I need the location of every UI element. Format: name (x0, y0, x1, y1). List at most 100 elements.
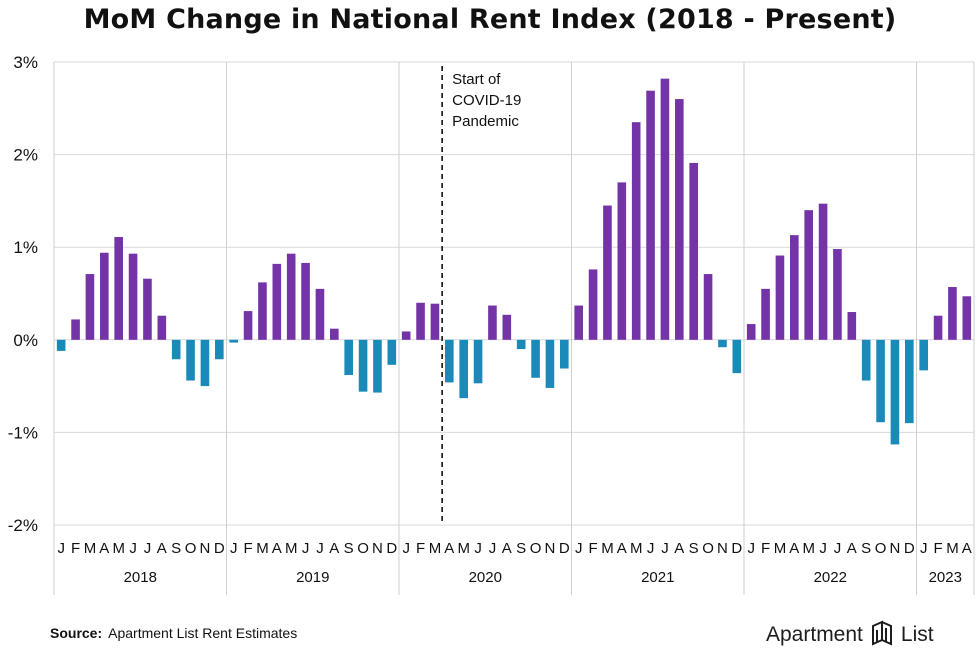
y-tick-label: -2% (8, 516, 38, 535)
bar (229, 339, 238, 343)
month-tick-label: F (588, 540, 597, 557)
bar (718, 339, 727, 348)
bar (315, 288, 325, 340)
month-tick-label: A (157, 540, 167, 557)
bar (847, 312, 857, 340)
month-tick-label: M (429, 540, 442, 557)
month-tick-label: F (71, 540, 80, 557)
source-note: Source: Apartment List Rent Estimates (50, 625, 297, 641)
bar (646, 90, 655, 340)
bar (401, 331, 411, 340)
month-tick-label: J (402, 540, 410, 557)
bar (373, 339, 382, 393)
month-tick-label: J (489, 540, 497, 557)
bar (804, 210, 813, 340)
month-tick-label: S (344, 540, 354, 557)
y-tick-label: 2% (13, 146, 38, 165)
month-tick-label: A (962, 540, 972, 557)
bar (301, 262, 310, 340)
month-tick-label: O (357, 540, 369, 557)
bar (387, 339, 397, 365)
month-tick-label: O (530, 540, 542, 557)
month-tick-label: J (575, 540, 583, 557)
covid-annotation-text: Start of (452, 71, 501, 88)
source-text: Apartment List Rent Estimates (108, 625, 298, 641)
bar (215, 339, 224, 360)
covid-annotation-text: Pandemic (452, 113, 519, 130)
month-tick-label: M (601, 540, 614, 557)
bar (243, 311, 253, 340)
bar (560, 339, 569, 369)
month-tick-label: O (702, 540, 714, 557)
month-tick-label: J (661, 540, 669, 557)
bar (775, 255, 785, 340)
month-tick-label: O (875, 540, 887, 557)
month-tick-label: A (674, 540, 684, 557)
source-label: Source: (50, 625, 103, 641)
logo-text-left: Apartment (766, 623, 863, 646)
month-tick-label: N (717, 540, 728, 557)
month-tick-label: A (272, 540, 282, 557)
month-tick-label: N (372, 540, 383, 557)
month-tick-label: D (386, 540, 397, 557)
month-tick-label: J (316, 540, 324, 557)
bar (114, 237, 123, 340)
month-tick-label: J (920, 540, 928, 557)
month-tick-label: F (243, 540, 252, 557)
bar (516, 339, 526, 350)
month-tick-label: J (144, 540, 152, 557)
month-tick-label: S (861, 540, 871, 557)
month-tick-label: M (285, 540, 298, 557)
bar (459, 339, 468, 399)
year-label: 2019 (296, 569, 329, 586)
y-tick-label: 3% (13, 53, 38, 72)
month-tick-label: J (834, 540, 842, 557)
year-label: 2020 (469, 569, 502, 586)
bar (603, 205, 612, 340)
bar (545, 339, 555, 388)
month-tick-label: M (630, 540, 643, 557)
month-tick-label: S (516, 540, 526, 557)
bar (344, 339, 353, 375)
bar (617, 182, 627, 340)
bar (157, 315, 167, 340)
month-tick-label: A (99, 540, 109, 557)
month-tick-label: A (329, 540, 339, 557)
bar (85, 274, 95, 340)
logo-text-right: List (900, 623, 934, 646)
month-tick-label: M (457, 540, 470, 557)
bar (358, 339, 368, 392)
bar (962, 296, 972, 340)
bar (186, 339, 195, 381)
bar (143, 278, 152, 340)
year-label: 2021 (641, 569, 674, 586)
bar (703, 274, 713, 340)
bar (56, 339, 66, 351)
bar (416, 302, 425, 340)
month-tick-label: N (890, 540, 901, 557)
month-tick-label: M (802, 540, 815, 557)
logo-mark-icon (869, 620, 895, 652)
bar (790, 235, 799, 340)
bar (876, 339, 885, 423)
month-tick-label: M (112, 540, 125, 557)
bar (445, 339, 454, 383)
month-tick-label: J (302, 540, 310, 557)
month-tick-label: J (57, 540, 65, 557)
month-tick-label: M (774, 540, 787, 557)
month-tick-label: A (502, 540, 512, 557)
year-label: 2018 (124, 569, 157, 586)
month-tick-label: A (789, 540, 799, 557)
bar (473, 339, 483, 384)
month-tick-label: F (761, 540, 770, 557)
month-tick-label: M (946, 540, 959, 557)
month-tick-label: A (847, 540, 857, 557)
bar (488, 305, 497, 340)
month-tick-label: F (933, 540, 942, 557)
month-tick-label: D (559, 540, 570, 557)
bar (430, 303, 440, 340)
bar (531, 339, 540, 378)
bar (761, 288, 770, 340)
bar (861, 339, 871, 381)
